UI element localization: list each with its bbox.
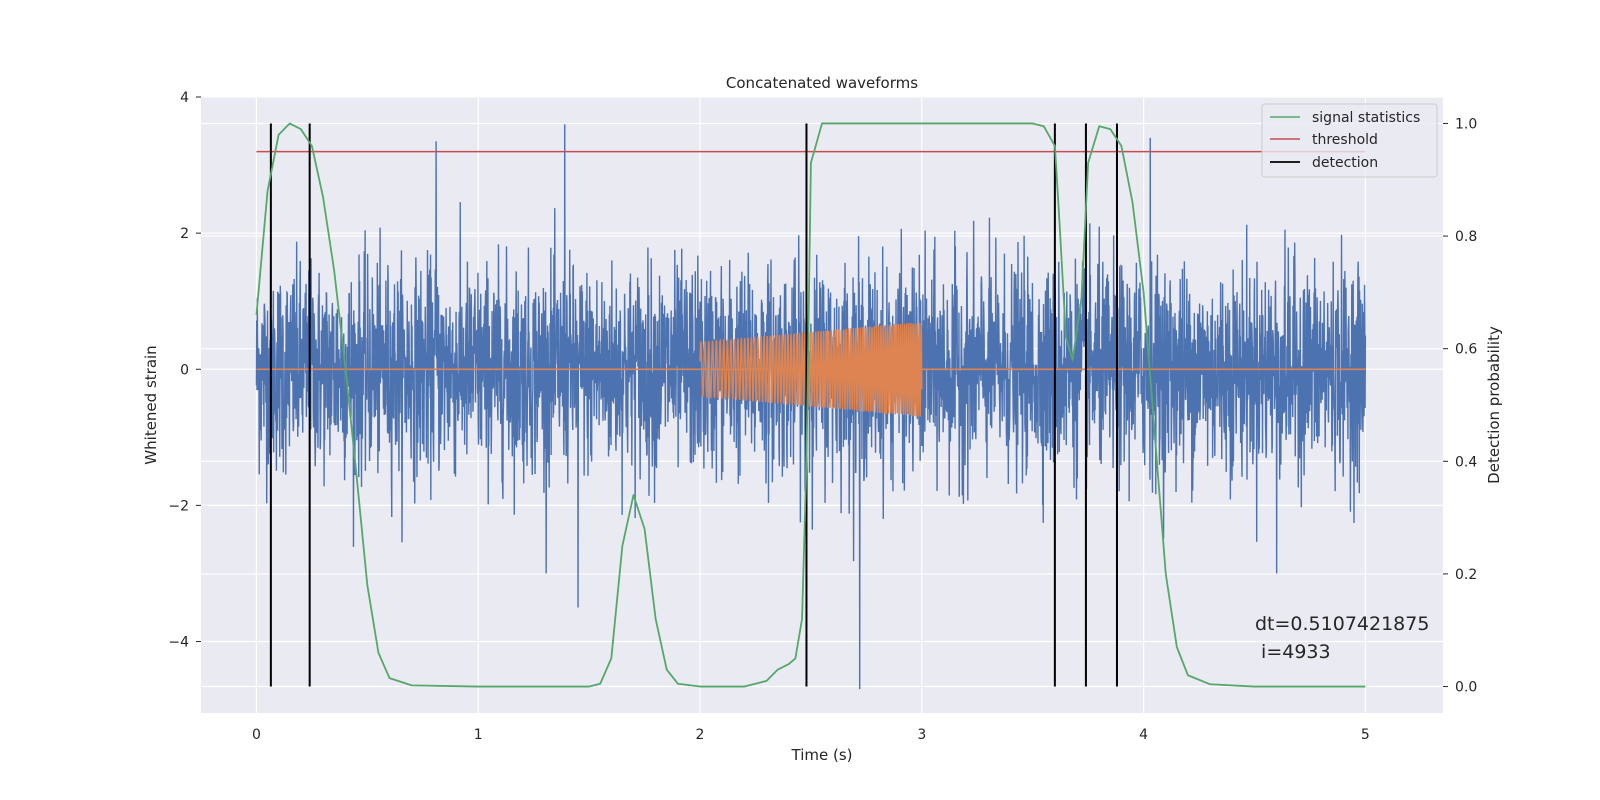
y-tick-label-left: 2 (180, 226, 189, 242)
x-axis-label: Time (s) (791, 746, 853, 764)
signal-statistics-line (255, 122, 1366, 688)
y-tick-label-left: 4 (180, 90, 189, 106)
y-axis-label-left: Whitened strain (142, 345, 160, 464)
y-tick-label-right: 0.2 (1455, 567, 1477, 583)
x-tick-label: 1 (474, 727, 483, 743)
x-tick-label: 2 (696, 727, 705, 743)
y-tick-label-right: 0.6 (1455, 342, 1477, 358)
x-tick-label: 4 (1139, 727, 1148, 743)
tick-labels: 0 1 2 3 4 5 −4 −2 0 2 4 0.0 0.2 0.4 0.6 0.8 1.0 (168, 90, 1477, 743)
legend-label-threshold: threshold (1312, 132, 1378, 148)
injection-chirp (699, 320, 923, 417)
x-tick-label: 3 (917, 727, 926, 743)
legend: signal statistics threshold detection (1261, 103, 1438, 178)
injection-series (256, 320, 1366, 417)
y-tick-label-left: −2 (168, 498, 189, 514)
chart-title: Concatenated waveforms (726, 74, 918, 92)
x-tick-label: 0 (252, 727, 261, 743)
y-axis-label-right: Detection probability (1485, 326, 1503, 484)
legend-label-detection: detection (1312, 155, 1378, 171)
y-tick-label-left: −4 (168, 635, 189, 651)
y-tick-label-right: 0.8 (1455, 229, 1477, 245)
strain-line (255, 124, 1367, 690)
annotation-dt: dt=0.5107421875 (1255, 613, 1429, 635)
y-tick-label-left: 0 (180, 362, 189, 378)
annotation-index: i=4933 (1255, 641, 1331, 663)
y-tick-label-right: 0.0 (1455, 680, 1477, 696)
y-tick-label-right: 1.0 (1455, 116, 1477, 132)
strain-series (255, 124, 1367, 690)
legend-label-signal-statistics: signal statistics (1312, 110, 1420, 126)
y-tick-label-right: 0.4 (1455, 454, 1477, 470)
legend-box (1261, 103, 1438, 178)
overlay-layer (255, 122, 1366, 688)
x-tick-label: 5 (1361, 727, 1370, 743)
